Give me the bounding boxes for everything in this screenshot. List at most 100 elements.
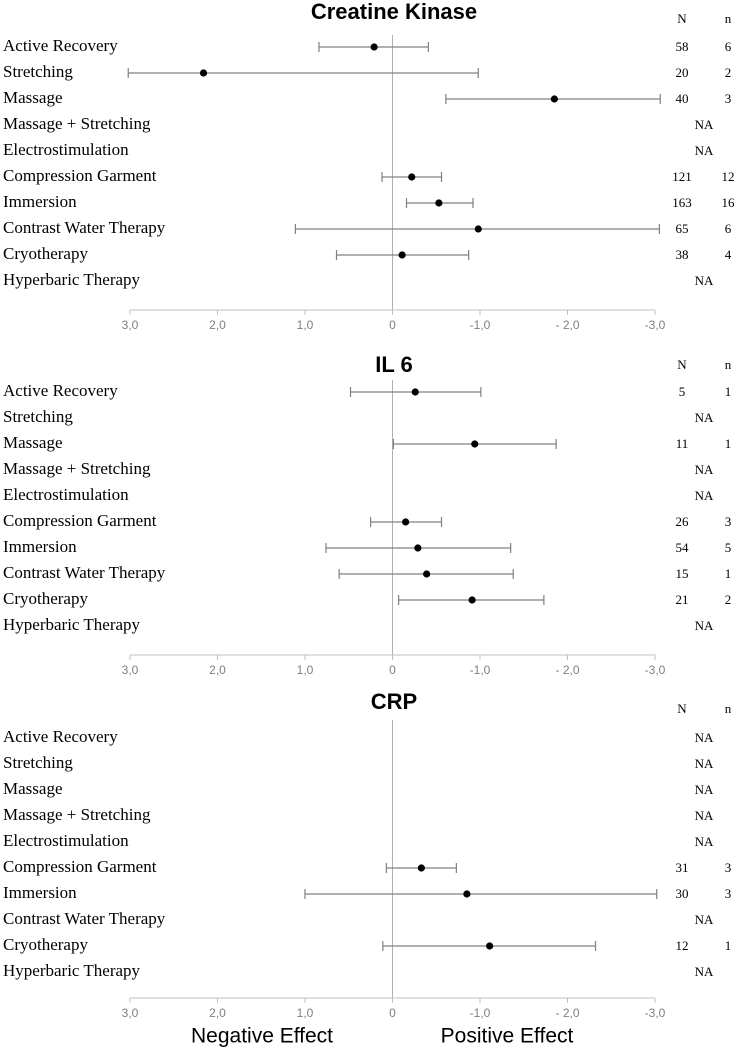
category-label: Active Recovery: [3, 36, 118, 55]
x-tick-label: 1,0: [297, 663, 314, 677]
category-label: Cryotherapy: [3, 935, 88, 954]
point: [411, 388, 419, 396]
category-label: Immersion: [3, 192, 77, 211]
n-studies: 1: [725, 436, 732, 451]
column-header: n: [725, 11, 732, 26]
x-tick-label: 3,0: [122, 318, 139, 332]
n-studies: 1: [725, 938, 732, 953]
n-total: 5: [679, 384, 686, 399]
effect-label: Negative Effect: [191, 1025, 333, 1048]
x-tick-label: 0: [389, 1006, 396, 1020]
category-label: Electrostimulation: [3, 831, 129, 850]
panel-title: Creatine Kinase: [311, 0, 477, 24]
point: [408, 173, 416, 181]
category-label: Electrostimulation: [3, 485, 129, 504]
n-total: 20: [676, 65, 689, 80]
category-label: Contrast Water Therapy: [3, 218, 166, 237]
n-total: NA: [695, 488, 714, 503]
category-label: Contrast Water Therapy: [3, 909, 166, 928]
n-total: 38: [676, 247, 689, 262]
n-studies: 2: [725, 592, 732, 607]
effect-label: Positive Effect: [441, 1025, 574, 1048]
category-label: Massage + Stretching: [3, 114, 151, 133]
n-total: NA: [695, 117, 714, 132]
n-total: NA: [695, 143, 714, 158]
n-total: 26: [676, 514, 690, 529]
category-label: Hyperbaric Therapy: [3, 270, 141, 289]
n-total: NA: [695, 912, 714, 927]
x-tick-label: 3,0: [122, 1006, 139, 1020]
column-header: n: [725, 701, 732, 716]
n-total: 163: [672, 195, 692, 210]
category-label: Immersion: [3, 537, 77, 556]
n-total: 58: [676, 39, 689, 54]
category-label: Hyperbaric Therapy: [3, 961, 141, 980]
category-label: Stretching: [3, 753, 73, 772]
point: [370, 43, 378, 51]
category-label: Compression Garment: [3, 857, 157, 876]
category-label: Massage: [3, 88, 62, 107]
n-studies: 3: [725, 91, 732, 106]
n-studies: 3: [725, 514, 732, 529]
n-total: 40: [676, 91, 689, 106]
category-label: Immersion: [3, 883, 77, 902]
category-label: Electrostimulation: [3, 140, 129, 159]
category-label: Compression Garment: [3, 166, 157, 185]
n-total: 54: [676, 540, 690, 555]
category-label: Active Recovery: [3, 381, 118, 400]
n-studies: 5: [725, 540, 732, 555]
point: [402, 518, 410, 526]
n-total: NA: [695, 462, 714, 477]
point: [417, 864, 425, 872]
category-label: Contrast Water Therapy: [3, 563, 166, 582]
point: [398, 251, 406, 259]
x-tick-label: 1,0: [297, 1006, 314, 1020]
n-total: 15: [676, 566, 689, 581]
n-total: NA: [695, 834, 714, 849]
x-tick-label: -1,0: [470, 663, 491, 677]
n-total: NA: [695, 964, 714, 979]
panel-title: CRP: [371, 689, 417, 714]
n-total: NA: [695, 730, 714, 745]
n-studies: 4: [725, 247, 732, 262]
point: [199, 69, 208, 77]
x-tick-label: - 2,0: [555, 1006, 579, 1020]
x-tick-label: 2,0: [209, 318, 226, 332]
column-header: n: [725, 357, 732, 372]
n-total: NA: [695, 756, 714, 771]
n-total: NA: [695, 273, 714, 288]
n-total: NA: [695, 782, 714, 797]
n-studies: 1: [725, 384, 732, 399]
n-studies: 3: [725, 886, 732, 901]
x-tick-label: 1,0: [297, 318, 314, 332]
n-total: 12: [676, 938, 689, 953]
category-label: Stretching: [3, 407, 73, 426]
point: [414, 544, 422, 552]
category-label: Active Recovery: [3, 727, 118, 746]
x-tick-label: -3,0: [645, 1006, 666, 1020]
n-total: 31: [676, 860, 689, 875]
point: [550, 95, 558, 103]
n-total: 121: [672, 169, 692, 184]
n-studies: 2: [725, 65, 732, 80]
n-studies: 6: [725, 221, 732, 236]
x-tick-label: -3,0: [645, 318, 666, 332]
point: [468, 596, 476, 604]
category-label: Massage + Stretching: [3, 805, 151, 824]
x-tick-label: -3,0: [645, 663, 666, 677]
n-studies: 1: [725, 566, 732, 581]
x-tick-label: 2,0: [209, 663, 226, 677]
point: [463, 890, 471, 898]
x-tick-label: - 2,0: [555, 318, 579, 332]
category-label: Cryotherapy: [3, 244, 88, 263]
x-tick-label: -1,0: [470, 1006, 491, 1020]
column-header: N: [677, 11, 687, 26]
point: [474, 225, 482, 233]
category-label: Cryotherapy: [3, 589, 88, 608]
x-tick-label: 2,0: [209, 1006, 226, 1020]
n-total: 30: [676, 886, 689, 901]
n-studies: 12: [722, 169, 735, 184]
n-studies: 3: [725, 860, 732, 875]
n-studies: 6: [725, 39, 732, 54]
